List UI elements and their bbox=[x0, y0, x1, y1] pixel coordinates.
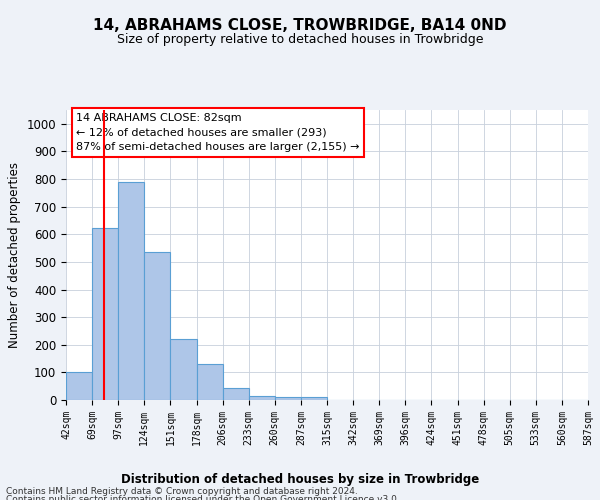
Bar bbox=[197, 364, 223, 400]
Text: 14 ABRAHAMS CLOSE: 82sqm
← 12% of detached houses are smaller (293)
87% of semi-: 14 ABRAHAMS CLOSE: 82sqm ← 12% of detach… bbox=[76, 113, 360, 152]
Text: Contains public sector information licensed under the Open Government Licence v3: Contains public sector information licen… bbox=[6, 495, 400, 500]
Text: Size of property relative to detached houses in Trowbridge: Size of property relative to detached ho… bbox=[117, 32, 483, 46]
Bar bbox=[118, 182, 145, 400]
Bar bbox=[145, 252, 170, 400]
Bar bbox=[66, 372, 92, 400]
Bar bbox=[275, 397, 301, 400]
Text: Distribution of detached houses by size in Trowbridge: Distribution of detached houses by size … bbox=[121, 472, 479, 486]
Bar bbox=[92, 228, 118, 400]
Text: Contains HM Land Registry data © Crown copyright and database right 2024.: Contains HM Land Registry data © Crown c… bbox=[6, 488, 358, 496]
Bar bbox=[223, 388, 249, 400]
Y-axis label: Number of detached properties: Number of detached properties bbox=[8, 162, 21, 348]
Text: 14, ABRAHAMS CLOSE, TROWBRIDGE, BA14 0ND: 14, ABRAHAMS CLOSE, TROWBRIDGE, BA14 0ND bbox=[93, 18, 507, 32]
Bar bbox=[170, 338, 197, 400]
Bar bbox=[249, 396, 275, 400]
Bar bbox=[301, 396, 327, 400]
